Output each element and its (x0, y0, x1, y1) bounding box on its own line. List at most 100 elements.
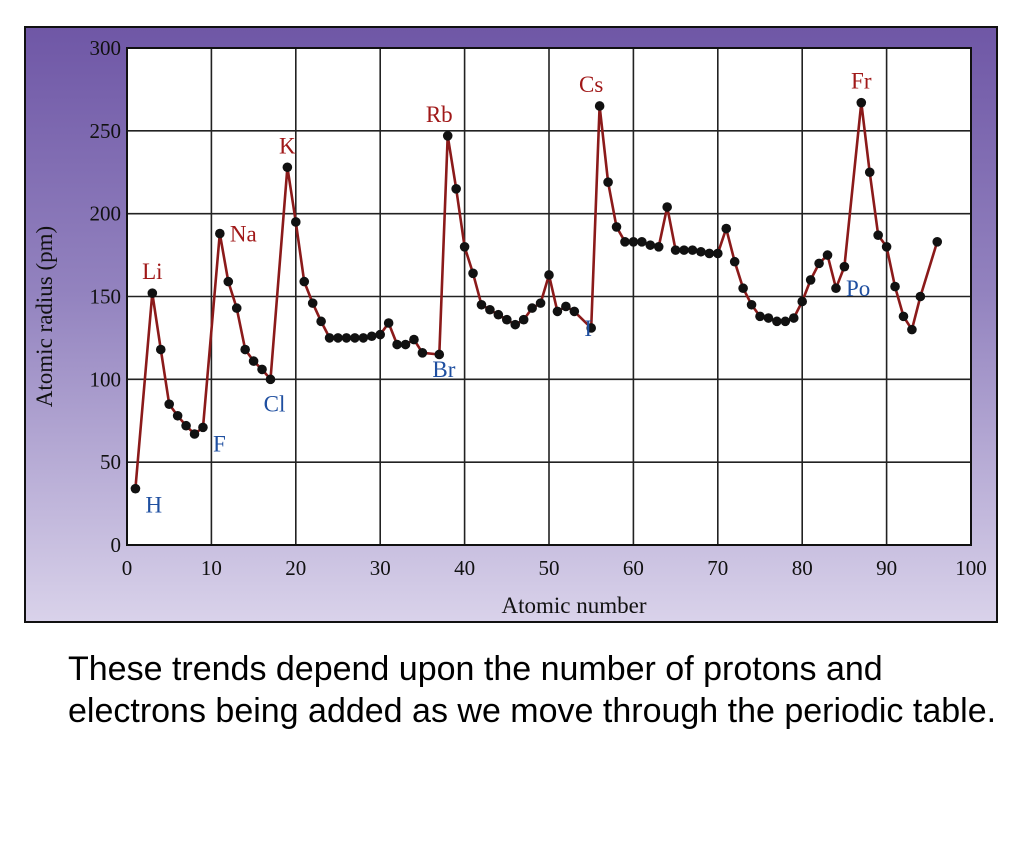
x-tick-label: 30 (370, 556, 391, 580)
element-label: H (145, 493, 162, 518)
element-label: Br (432, 357, 455, 382)
x-tick-label: 50 (539, 556, 560, 580)
x-tick-label: 70 (707, 556, 728, 580)
plot-border (126, 47, 972, 546)
chart-panel: 0 10 20 30 40 50 60 70 80 90 100 0 50 100 150 200 250 300… (24, 26, 998, 623)
data-point (341, 333, 352, 343)
data-point (780, 316, 791, 327)
element-label: Na (230, 222, 257, 247)
data-point (763, 313, 774, 323)
atomic-radius-chart: 0 10 20 30 40 50 60 70 80 90 100 0 50 100 150 200 250 300… (32, 36, 987, 618)
data-point (198, 422, 208, 433)
data-point (215, 228, 225, 239)
data-point (316, 316, 326, 327)
data-point (189, 429, 200, 439)
data-point (772, 316, 782, 327)
y-tick-label: 100 (90, 367, 122, 391)
data-point (518, 314, 529, 325)
data-point (434, 349, 445, 360)
data-point (535, 298, 546, 308)
element-label: Li (142, 259, 162, 284)
data-point (375, 329, 386, 340)
y-tick-label: 300 (90, 36, 122, 60)
data-point (307, 298, 318, 308)
data-point (409, 334, 419, 345)
data-point (164, 399, 174, 409)
data-point (915, 291, 926, 302)
data-point (569, 306, 580, 317)
y-tick-label: 200 (90, 202, 122, 226)
y-tick-label: 0 (111, 533, 122, 557)
element-label: Cl (264, 391, 286, 416)
data-point (181, 420, 191, 431)
data-point (417, 348, 428, 358)
data-point (645, 240, 656, 250)
data-point (147, 288, 158, 298)
data-point (628, 237, 639, 247)
element-label: Rb (426, 102, 453, 127)
caption-text: These trends depend upon the number of p… (68, 650, 997, 730)
data-point (392, 339, 402, 350)
data-point (746, 299, 757, 310)
data-point (662, 202, 672, 212)
data-point (502, 314, 512, 325)
data-point (333, 333, 343, 343)
data-point (282, 162, 293, 173)
data-point (797, 296, 807, 307)
x-axis-label: Atomic number (502, 593, 647, 618)
data-point (248, 356, 259, 366)
y-tick-label: 50 (100, 450, 121, 474)
data-point (864, 167, 875, 178)
data-point (493, 309, 504, 320)
data-point (679, 245, 689, 255)
data-point (721, 223, 732, 234)
data-point (611, 222, 622, 232)
data-point (932, 237, 943, 247)
data-point (696, 246, 706, 257)
data-point (291, 217, 301, 227)
data-point (451, 184, 461, 194)
x-tick-label: 90 (876, 556, 897, 580)
data-point (468, 268, 478, 279)
data-point (907, 324, 917, 335)
data-point (476, 299, 487, 310)
y-tick-label: 250 (90, 119, 122, 143)
data-point (594, 101, 605, 111)
x-tick-label: 20 (285, 556, 306, 580)
data-point (890, 281, 900, 292)
data-point (358, 333, 369, 343)
y-tick-label: 150 (90, 285, 122, 309)
element-label: F (213, 431, 226, 456)
data-point (350, 333, 360, 343)
data-point (805, 275, 816, 285)
x-tick-label: 80 (792, 556, 813, 580)
data-point (400, 339, 411, 350)
x-tick-label: 0 (122, 556, 133, 580)
data-point (831, 283, 841, 294)
data-point (240, 344, 250, 355)
data-point (713, 248, 723, 259)
data-point (561, 301, 571, 312)
data-point (442, 131, 453, 141)
element-label: Fr (851, 69, 872, 94)
data-point (873, 230, 883, 241)
data-point (383, 318, 394, 328)
data-point (552, 306, 563, 317)
data-point (653, 242, 664, 252)
element-label: Po (846, 276, 870, 301)
data-point (788, 313, 799, 323)
data-point (704, 248, 715, 259)
data-point (670, 245, 681, 255)
x-tick-label: 100 (955, 556, 987, 580)
data-point (366, 331, 377, 342)
data-point (755, 311, 765, 322)
data-point (620, 237, 630, 247)
data-point (544, 270, 554, 280)
x-tick-label: 60 (623, 556, 644, 580)
x-tick-label: 40 (454, 556, 475, 580)
data-point (231, 303, 242, 313)
data-point (265, 374, 276, 385)
data-point (299, 276, 310, 287)
data-point (485, 304, 495, 315)
data-point (527, 303, 537, 313)
